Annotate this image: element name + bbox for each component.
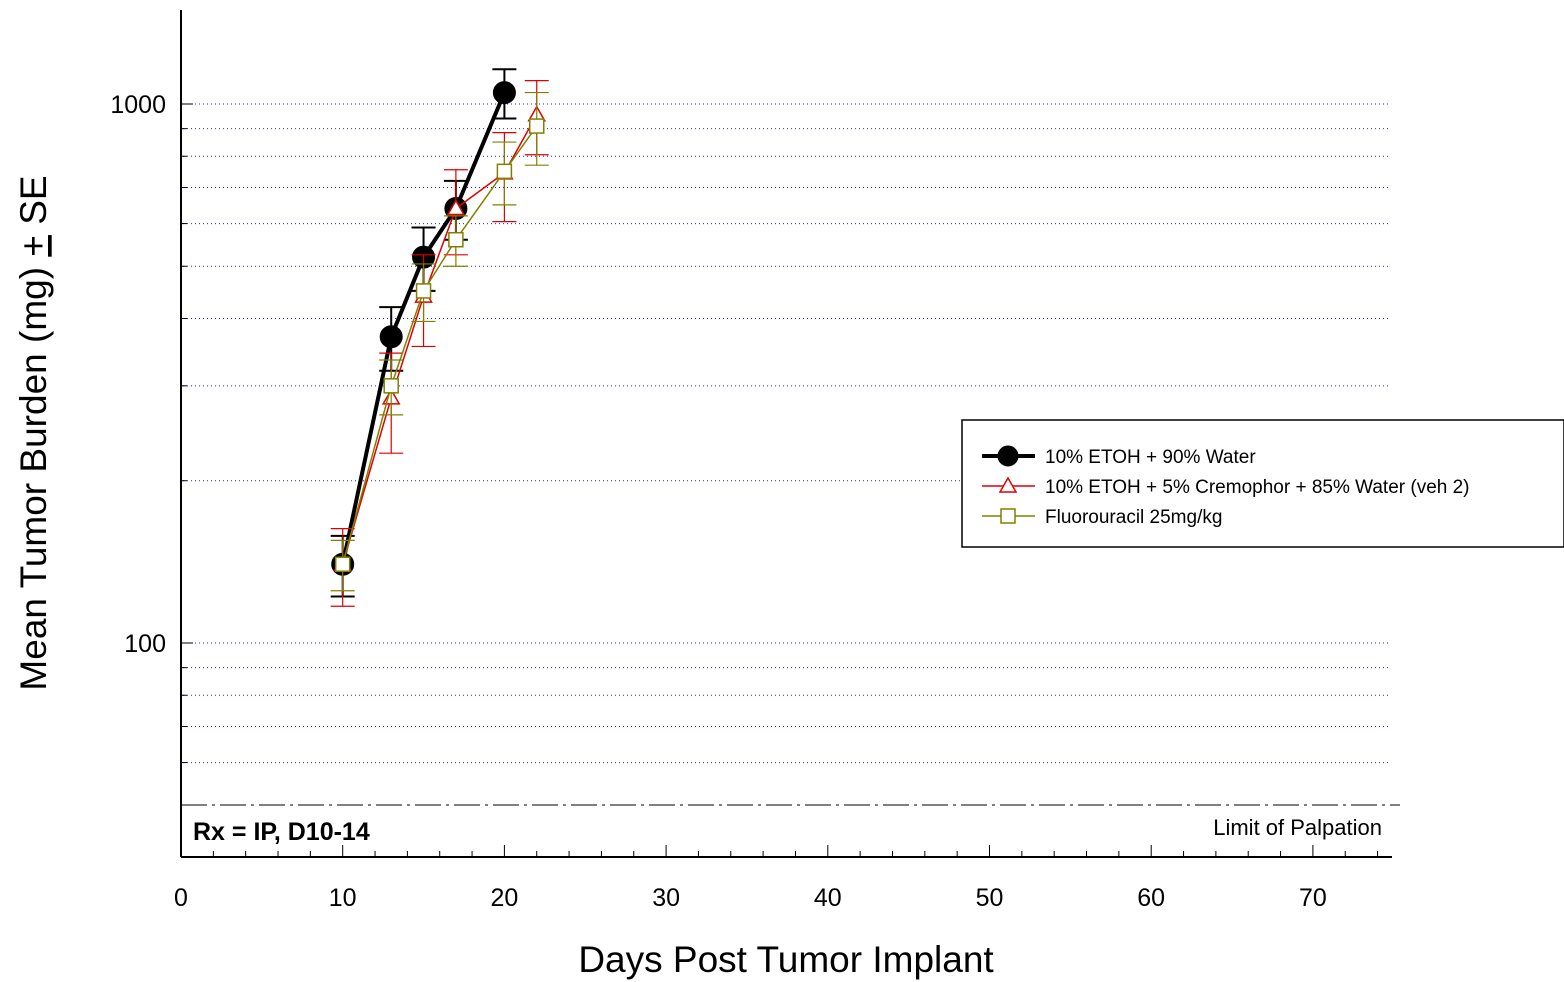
limit-of-palpation-label: Limit of Palpation <box>1213 815 1382 840</box>
legend-label: 10% ETOH + 5% Cremophor + 85% Water (veh… <box>1045 477 1470 498</box>
y-axis-title-main: Mean Tumor Burden (mg) <box>13 257 54 691</box>
y-axis-title: Mean Tumor Burden (mg) + SE <box>13 175 54 690</box>
x-tick-label: 0 <box>174 884 188 912</box>
rx-annotation: Rx = IP, D10-14 <box>193 818 370 846</box>
series-3 <box>330 91 549 592</box>
x-tick-label: 60 <box>1137 884 1165 912</box>
data-point <box>446 198 466 216</box>
series <box>330 68 549 607</box>
x-tick-label: 10 <box>329 884 357 912</box>
series-line <box>341 114 538 565</box>
data-point <box>379 325 403 349</box>
x-tick-label: 40 <box>814 884 842 912</box>
y-axis-title-se: SE <box>13 175 54 235</box>
legend-label: Fluorouracil 25mg/kg <box>1045 507 1222 528</box>
x-tick-label: 20 <box>490 884 518 912</box>
data-point <box>528 118 545 134</box>
x-axis-title: Days Post Tumor Implant <box>578 939 994 980</box>
y-tick-label: 100 <box>124 630 166 658</box>
data-point <box>492 81 516 105</box>
legend-box <box>961 419 1564 548</box>
y-tick-label: 1000 <box>110 91 166 119</box>
axes <box>180 10 1392 858</box>
data-point <box>334 556 351 572</box>
x-tick-label: 50 <box>976 884 1004 912</box>
legend-marker <box>1000 508 1016 524</box>
data-point <box>383 378 399 394</box>
data-point <box>448 231 464 248</box>
y-axis-title-plusminus: + <box>13 235 54 257</box>
x-tick-label: 30 <box>652 884 680 912</box>
x-tick-label: 70 <box>1299 884 1327 912</box>
series-line <box>341 125 538 565</box>
legend-label: 10% ETOH + 90% Water <box>1045 447 1256 468</box>
ticks: 0 10 20 30 40 50 60 70 100 1000 <box>110 91 1379 912</box>
data-point <box>415 283 432 299</box>
series-2 <box>330 80 549 607</box>
legend: 10% ETOH + 90% Water 10% ETOH + 5% Cremop… <box>961 419 1564 548</box>
legend-marker <box>997 445 1019 467</box>
data-point <box>496 163 513 180</box>
legend-marker <box>998 476 1018 493</box>
